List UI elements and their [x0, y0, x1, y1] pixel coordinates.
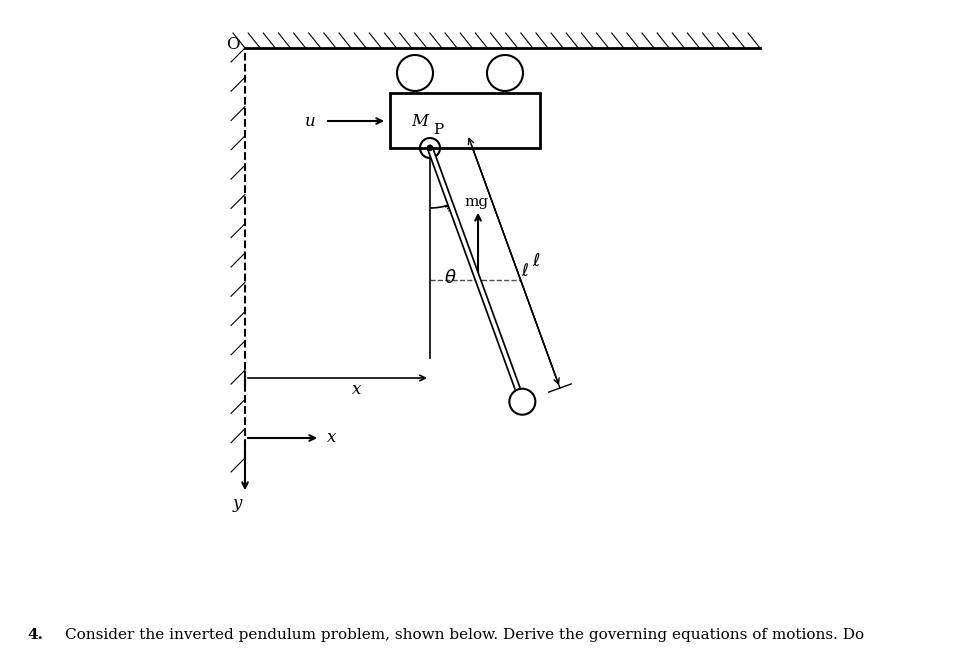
Text: Consider the inverted pendulum problem, shown below. Derive the governing equati: Consider the inverted pendulum problem, …	[65, 628, 865, 642]
Text: O: O	[227, 36, 240, 53]
Bar	[390, 93, 540, 148]
Text: P: P	[432, 123, 443, 137]
Text: $\ell$: $\ell$	[521, 263, 529, 280]
Text: u: u	[305, 113, 315, 130]
Text: mg: mg	[464, 195, 488, 209]
Text: $\theta$: $\theta$	[444, 269, 456, 287]
Text: y: y	[233, 495, 241, 511]
Text: $\ell$: $\ell$	[531, 252, 540, 270]
Text: M: M	[411, 113, 429, 130]
Text: x: x	[328, 430, 336, 447]
Text: 4.: 4.	[27, 628, 43, 642]
Circle shape	[428, 145, 432, 151]
Circle shape	[509, 389, 535, 415]
Text: x: x	[353, 382, 361, 399]
